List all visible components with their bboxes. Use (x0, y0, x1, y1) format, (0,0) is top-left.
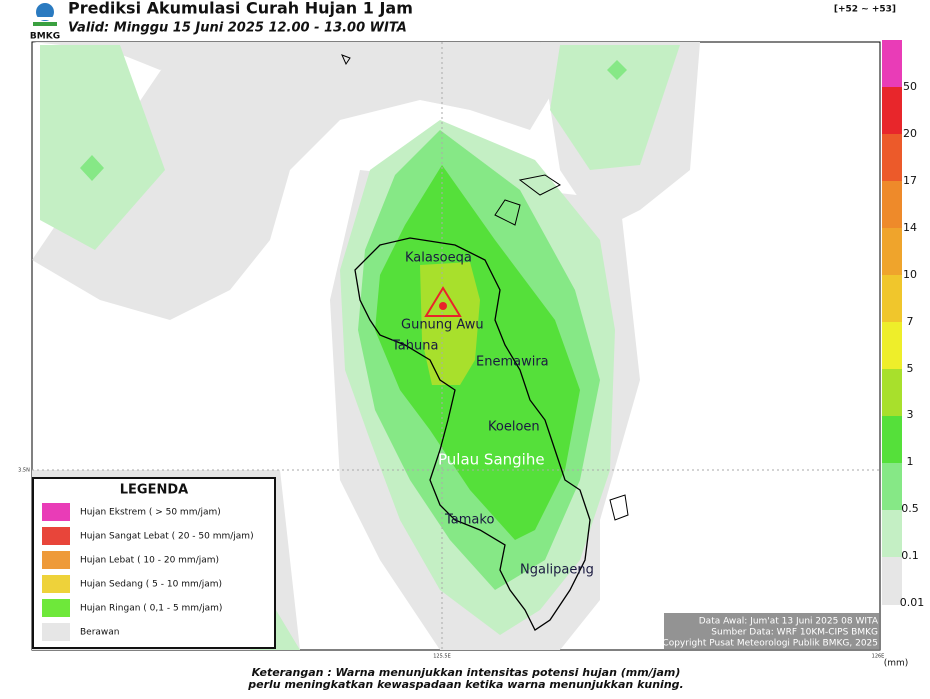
cb-label: 50 (903, 80, 917, 93)
rain-0-1 (550, 45, 680, 170)
lon-label: 126E (872, 654, 885, 660)
legend-label: Hujan Ringan ( 0,1 - 5 mm/jam) (80, 604, 222, 614)
place-label: Tamako (444, 513, 494, 528)
legend-swatch (42, 527, 70, 545)
rain-5-7 (420, 262, 480, 385)
cb-swatch (882, 40, 902, 87)
cb-swatch (882, 510, 902, 557)
cb-swatch (882, 416, 902, 463)
cb-label: 0.5 (901, 502, 919, 515)
cb-swatch (882, 181, 902, 228)
logo (36, 3, 54, 21)
lat-label: 3.5N (18, 468, 30, 474)
cb-label: 5 (907, 362, 914, 375)
cb-swatch (882, 134, 902, 181)
legend-label: Hujan Ekstrem ( > 50 mm/jam) (80, 508, 221, 518)
legend-label: Berawan (80, 628, 120, 638)
logo-text: BMKG (30, 32, 60, 42)
legend: LEGENDA Hujan Ekstrem ( > 50 mm/jam) Huj… (32, 477, 276, 649)
place-label: Koeloen (488, 420, 540, 435)
legend-swatch (42, 599, 70, 617)
footer-line: perlu meningkatkan kewaspadaan ketika wa… (247, 678, 683, 691)
range: [+52 ~ +53] (834, 5, 896, 15)
cb-label: 14 (903, 221, 917, 234)
info-line: Data Awal: Jum'at 13 Juni 2025 08 WITA (699, 617, 879, 627)
place-label: Enemawira (476, 355, 549, 370)
legend-box (32, 477, 276, 649)
rain-1-5 (375, 165, 580, 540)
cb-swatch (882, 87, 902, 134)
cb-swatch (882, 228, 902, 275)
legend-swatch (42, 623, 70, 641)
cb-label: 0.01 (900, 596, 925, 609)
colorbar: 50 20 17 14 10 7 5 3 1 0.5 0.1 0.01 (mm) (882, 40, 924, 669)
info-line: Sumber Data: WRF 10KM-CIPS BMKG (711, 628, 878, 638)
place-label: Pulau Sangihe (438, 451, 545, 469)
legend-swatch (42, 503, 70, 521)
rain-0-5 (80, 155, 104, 181)
cb-label: 17 (903, 174, 917, 187)
cb-swatch (882, 557, 902, 605)
cb-label: 10 (903, 268, 917, 281)
cb-unit: (mm) (884, 659, 909, 669)
place-label: Gunung Awu (401, 318, 484, 333)
title: Prediksi Akumulasi Curah Hujan 1 Jam (68, 0, 413, 18)
volcano-icon (424, 286, 462, 317)
cloud-area (32, 42, 560, 320)
cb-label: 0.1 (901, 549, 919, 562)
cb-swatch (882, 275, 902, 322)
legend-label: Hujan Sedang ( 5 - 10 mm/jam) (80, 580, 222, 590)
lon-label: 125.5E (433, 654, 450, 660)
logo-base (33, 22, 57, 26)
valid: Valid: Minggu 15 Juni 2025 12.00 - 13.00… (68, 21, 407, 36)
legend-label: Hujan Sangat Lebat ( 20 - 50 mm/jam) (80, 532, 254, 542)
logo-wave (33, 17, 57, 20)
island-outline (354, 237, 591, 631)
cb-swatch (882, 322, 902, 369)
info-box: Data Awal: Jum'at 13 Juni 2025 08 WITA S… (662, 613, 880, 650)
volcano-dot (439, 302, 447, 310)
info-bg (664, 613, 880, 650)
place-label: Kalasoeqa (405, 251, 472, 266)
cb-label: 3 (907, 408, 914, 421)
cb-label: 7 (907, 315, 914, 328)
small-island (341, 54, 629, 521)
footer-line: Keterangan : Warna menunjukkan intensita… (252, 666, 681, 679)
cb-swatch (882, 369, 902, 416)
legend-swatch (42, 551, 70, 569)
legend-title: LEGENDA (120, 483, 188, 498)
rain-0-5 (607, 60, 627, 80)
legend-label: Hujan Lebat ( 10 - 20 mm/jam) (80, 556, 219, 566)
cb-label: 1 (907, 455, 914, 468)
cb-label: 20 (903, 127, 917, 140)
place-label: Tahuna (391, 339, 438, 354)
legend-swatch (42, 575, 70, 593)
rain-0-1 (40, 45, 165, 250)
info-line: Copyright Pusat Meteorologi Publik BMKG,… (662, 639, 878, 649)
place-label: Ngalipaeng (520, 563, 594, 578)
header: BMKG Prediksi Akumulasi Curah Hujan 1 Ja… (30, 0, 896, 42)
cb-swatch (882, 463, 902, 510)
